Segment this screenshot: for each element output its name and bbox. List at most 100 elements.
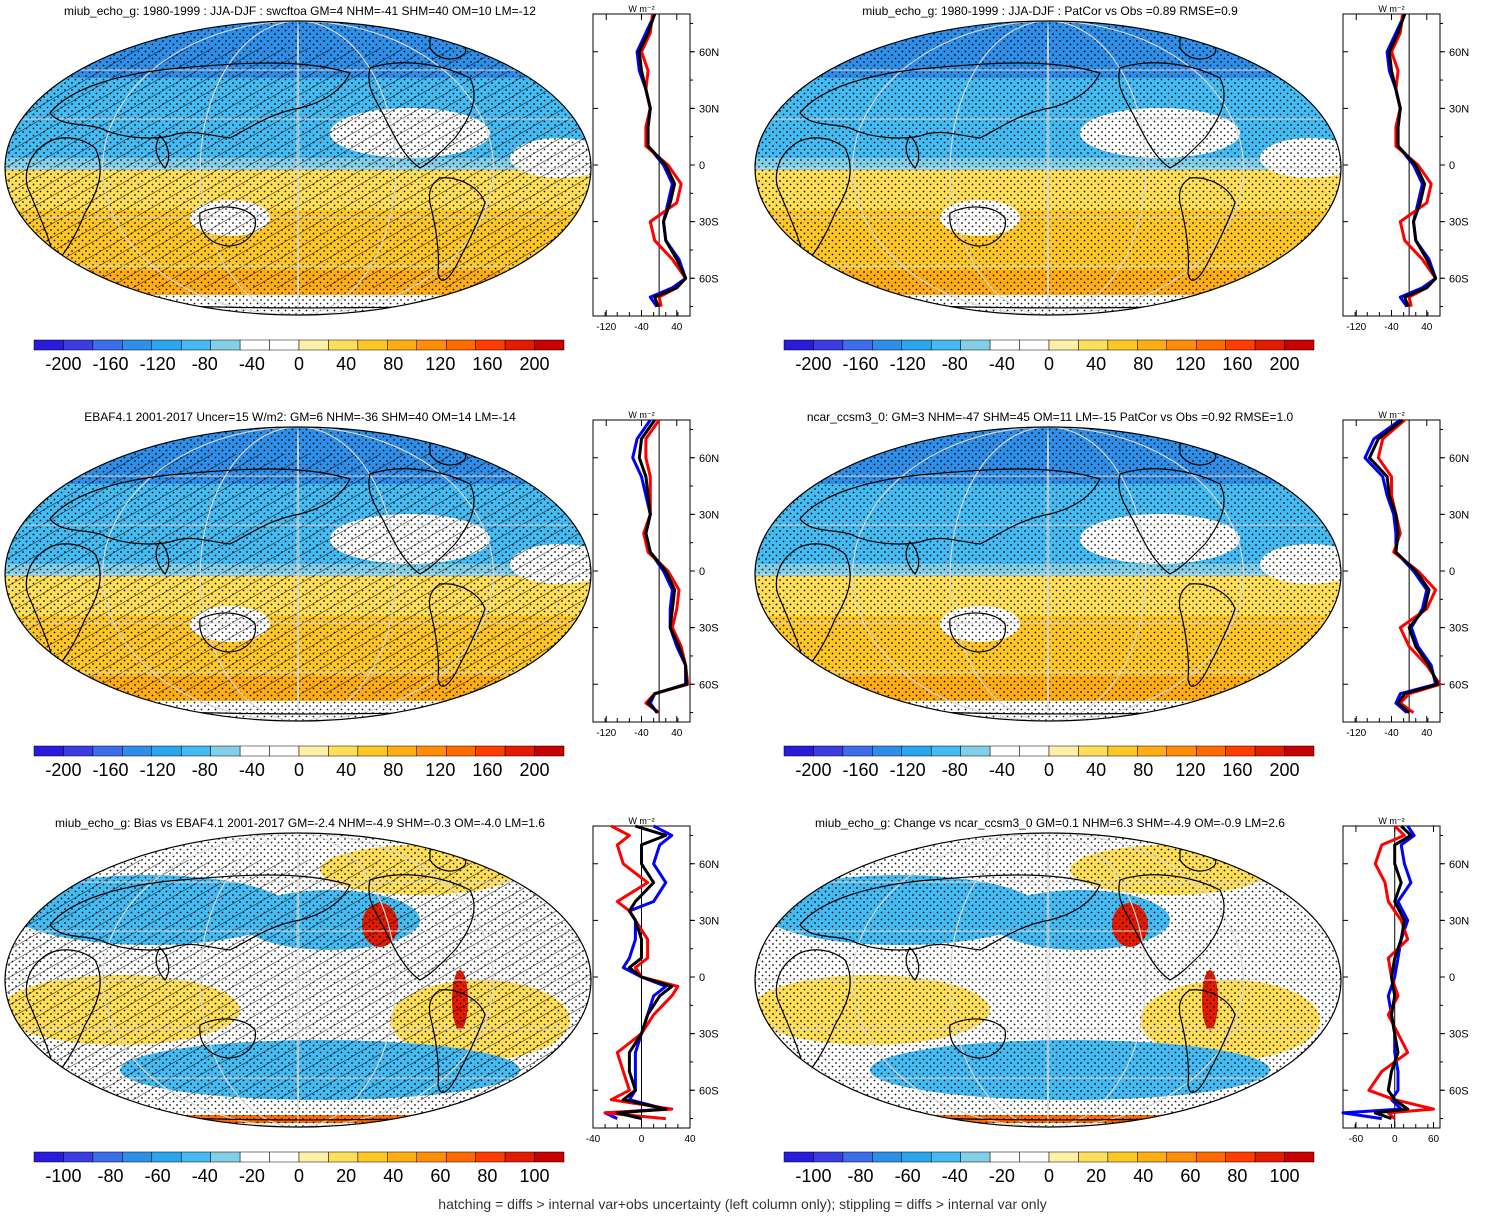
colorbar-label: -40 [239, 354, 265, 374]
colorbar-swatch [33, 1151, 64, 1163]
colorbar-label: -120 [140, 354, 176, 374]
colorbar-swatch [813, 339, 844, 351]
colorbar-label: 120 [425, 760, 455, 780]
colorbar-label: 0 [1044, 760, 1054, 780]
colorbar-swatch [1137, 1151, 1168, 1163]
colorbar-swatch [269, 1151, 300, 1163]
unit-label: W m⁻² [628, 4, 654, 14]
colorbar-label: 40 [336, 354, 356, 374]
colorbar-label: -80 [942, 760, 968, 780]
colorbar-swatch [1137, 745, 1168, 757]
lat-tick-label: 60S [699, 679, 719, 691]
coastlines [775, 35, 1311, 309]
x-tick-label: -120 [596, 322, 616, 333]
colorbar-swatch [504, 339, 535, 351]
lat-tick-label: 60S [1449, 679, 1469, 691]
unit-label: W m⁻² [1378, 4, 1404, 14]
colorbar-swatch [180, 1151, 211, 1163]
colorbar-swatch [1019, 745, 1050, 757]
colorbar-swatch [445, 339, 476, 351]
panel-title: miub_echo_g: 1980-1999 : JJA-DJF : PatCo… [862, 4, 1238, 18]
colorbar-swatch [504, 745, 535, 757]
colorbar-swatch [989, 1151, 1020, 1163]
colorbar-label: 200 [1270, 354, 1300, 374]
colorbar-label: -60 [145, 1166, 171, 1186]
x-tick-label: -40 [634, 322, 649, 333]
colorbar-swatch [180, 339, 211, 351]
colorbar-swatch [180, 745, 211, 757]
series-mean [1373, 824, 1413, 1121]
colorbar-label: 40 [1133, 1166, 1153, 1186]
world-map [754, 426, 1342, 722]
colorbar-label: 60 [1180, 1166, 1200, 1186]
panel-title: miub_echo_g: Bias vs EBAF4.1 2001-2017 G… [55, 816, 545, 830]
colorbar-swatch [475, 339, 506, 351]
colorbar-swatch [63, 339, 94, 351]
series-mean [1368, 418, 1440, 714]
colorbar-label: -80 [98, 1166, 124, 1186]
colorbar-label: -20 [239, 1166, 265, 1186]
colorbar-swatch [445, 1151, 476, 1163]
colorbar-swatch [151, 745, 182, 757]
colorbar-swatch [357, 745, 388, 757]
colorbar-swatch [151, 1151, 182, 1163]
unit-label: W m⁻² [1378, 410, 1404, 420]
colorbar-label: 200 [1270, 760, 1300, 780]
x-tick-label: 0 [639, 1134, 645, 1145]
world-map [4, 832, 592, 1128]
colorbar-label: 0 [294, 1166, 304, 1186]
lat-tick-label: 0 [1449, 972, 1455, 984]
colorbar-swatch [1107, 1151, 1138, 1163]
colorbar-label: 160 [472, 354, 502, 374]
graticule [5, 833, 591, 1127]
colorbar-label: -120 [140, 760, 176, 780]
colorbar-label: 40 [1086, 354, 1106, 374]
colorbar: -200 -160 -120 -80 -40 0 40 80 120 160 200 [33, 339, 565, 374]
colorbar-swatch [298, 339, 329, 351]
panel-patcor-model: miub_echo_g: 1980-1999 : JJA-DJF : PatCo… [750, 0, 1485, 406]
colorbar-label: -200 [795, 354, 831, 374]
colorbar-swatch [960, 745, 991, 757]
colorbar-label: -20 [989, 1166, 1015, 1186]
panel-ncar-ccsm3: ncar_ccsm3_0: GM=3 NHM=-47 SHM=45 OM=11 … [750, 406, 1485, 812]
colorbar-label: 80 [1227, 1166, 1247, 1186]
lat-tick-label: 30N [699, 103, 719, 115]
colorbar-label: -160 [93, 354, 129, 374]
colorbar-swatch [357, 339, 388, 351]
unit-label: W m⁻² [628, 816, 654, 826]
lat-tick-label: 0 [1449, 160, 1455, 172]
colorbar-swatch [989, 339, 1020, 351]
zonal-mean-plot: W m⁻² 60N 30N 0 30S 60S -60 0 60 [1341, 816, 1469, 1145]
colorbar-swatch [475, 745, 506, 757]
colorbar-swatch [416, 745, 447, 757]
colorbar-label: 0 [1044, 354, 1054, 374]
colorbar-swatch [92, 745, 123, 757]
colorbar-swatch [989, 745, 1020, 757]
colorbar-label: 80 [477, 1166, 497, 1186]
colorbar-label: 40 [383, 1166, 403, 1186]
colorbar-swatch [534, 339, 565, 351]
colorbar-label: 80 [1133, 760, 1153, 780]
lat-tick-label: 30S [1449, 1029, 1469, 1041]
lat-tick-label: 0 [699, 566, 705, 578]
colorbar-label: -40 [192, 1166, 218, 1186]
plot-frame [1342, 419, 1441, 723]
colorbar-swatch [328, 339, 359, 351]
colorbar-swatch [33, 745, 64, 757]
x-tick-label: 40 [671, 322, 683, 333]
x-tick-label: -60 [1349, 1134, 1364, 1145]
colorbar-label: -160 [843, 760, 879, 780]
colorbar-label: 0 [1044, 1166, 1054, 1186]
colorbar-label: 120 [1175, 354, 1205, 374]
map-frame [4, 832, 592, 1128]
x-tick-label: 40 [671, 728, 683, 739]
map-frame [754, 832, 1342, 1128]
lat-tick-label: 30S [699, 1029, 719, 1041]
lat-tick-label: 0 [699, 160, 705, 172]
colorbar-label: -120 [890, 354, 926, 374]
lat-tick-label: 60N [1449, 47, 1469, 59]
colorbar-swatch [534, 745, 565, 757]
colorbar-swatch [872, 339, 903, 351]
colorbar-swatch [1078, 339, 1109, 351]
colorbar-label: -80 [848, 1166, 874, 1186]
